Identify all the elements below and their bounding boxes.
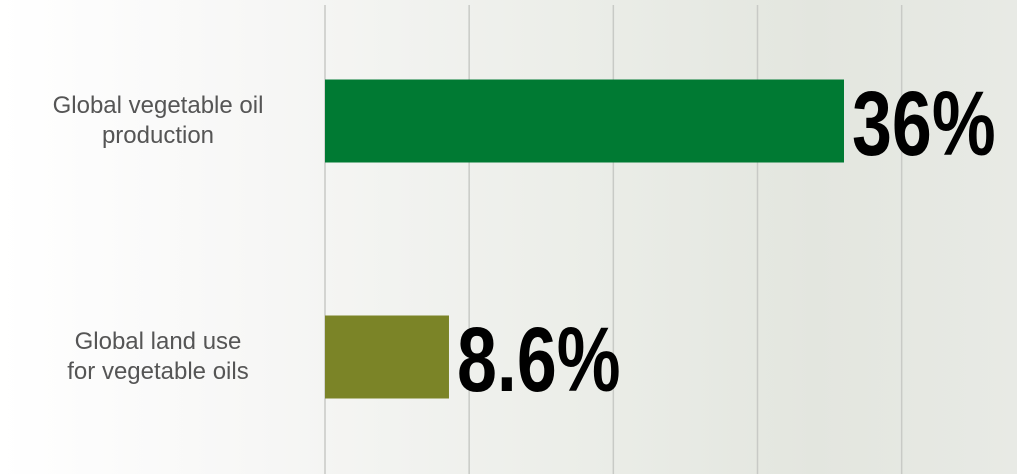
category-label: Global vegetable oil production [52, 92, 264, 149]
value-label: 36% [852, 73, 996, 176]
category-label: Global land use for vegetable oils [67, 328, 249, 385]
bar [325, 315, 449, 399]
bar [325, 79, 844, 163]
value-label: 8.6% [457, 309, 621, 412]
